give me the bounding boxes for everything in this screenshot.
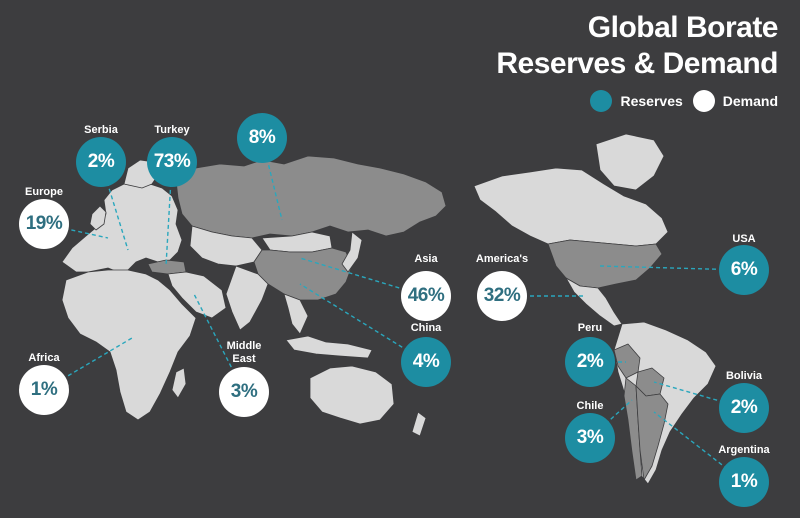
marker-label-serbia: Serbia <box>84 124 118 136</box>
marker-label-usa: USA <box>732 233 756 245</box>
marker-value-russia: 8% <box>248 127 276 148</box>
marker-label-peru: Peru <box>577 322 603 334</box>
land-australia <box>309 365 395 425</box>
land-madagascar <box>171 367 187 399</box>
marker-value-usa: 6% <box>730 259 758 280</box>
land-africa <box>61 269 197 421</box>
marker-value-serbia: 2% <box>87 151 115 172</box>
legend-swatch-reserves <box>590 90 613 112</box>
marker-label-africa: Africa <box>28 352 60 364</box>
land-masses <box>61 133 717 485</box>
land-japan <box>341 231 363 273</box>
marker-label-china: China <box>410 322 442 334</box>
legend: Reserves Demand <box>590 90 778 112</box>
land-russia <box>175 155 447 239</box>
land-india <box>225 265 269 331</box>
legend-label-reserves: Reserves <box>620 93 683 109</box>
page-title: Global Borate Reserves & Demand <box>496 10 778 82</box>
marker-russia: 8% <box>237 113 287 163</box>
land-usa <box>547 239 663 289</box>
land-middle-east <box>167 271 227 319</box>
marker-argentina: 1% <box>719 457 769 507</box>
land-europe <box>61 183 183 273</box>
marker-americas: 32% <box>477 271 527 321</box>
marker-label-turkey: Turkey <box>154 124 190 136</box>
marker-serbia: 2% <box>76 137 126 187</box>
land-china <box>253 247 353 301</box>
land-greenland <box>595 133 665 191</box>
title-line-1: Global Borate <box>587 11 779 44</box>
leader-line-middle-east <box>193 293 245 393</box>
marker-usa: 6% <box>719 245 769 295</box>
marker-value-americas: 32% <box>483 285 521 306</box>
marker-africa: 1% <box>19 365 69 415</box>
marker-value-africa: 1% <box>30 379 58 400</box>
marker-chile: 3% <box>565 413 615 463</box>
marker-label-chile: Chile <box>576 400 604 412</box>
marker-value-turkey: 73% <box>153 151 191 172</box>
legend-item-demand: Demand <box>692 90 778 112</box>
land-uk <box>89 205 107 231</box>
land-new-zealand <box>411 411 427 437</box>
title-line-2: Reserves & Demand <box>496 47 778 80</box>
legend-label-demand: Demand <box>722 93 778 109</box>
marker-value-peru: 2% <box>576 351 604 372</box>
marker-value-bolivia: 2% <box>730 397 758 418</box>
marker-europe: 19% <box>19 199 69 249</box>
marker-label-americas: America's <box>475 253 529 265</box>
marker-label-europe: Europe <box>25 186 63 198</box>
marker-label-bolivia: Bolivia <box>725 370 763 382</box>
marker-china: 4% <box>401 337 451 387</box>
marker-value-middle-east: 3% <box>230 381 258 402</box>
land-indonesia <box>285 335 373 359</box>
land-turkey <box>147 259 187 275</box>
marker-label-argentina: Argentina <box>718 444 770 456</box>
legend-item-reserves: Reserves <box>590 90 683 112</box>
marker-value-asia: 46% <box>407 285 445 306</box>
marker-asia: 46% <box>401 271 451 321</box>
land-argentina <box>635 385 669 481</box>
marker-value-chile: 3% <box>576 427 604 448</box>
marker-value-argentina: 1% <box>730 471 758 492</box>
legend-swatch-demand <box>692 90 715 112</box>
marker-value-china: 4% <box>412 351 440 372</box>
leader-line-argentina <box>653 411 745 483</box>
marker-label-middle-east: Middle East <box>226 340 262 365</box>
land-se-asia <box>283 293 309 335</box>
marker-peru: 2% <box>565 337 615 387</box>
marker-label-asia: Asia <box>414 253 438 265</box>
marker-bolivia: 2% <box>719 383 769 433</box>
marker-turkey: 73% <box>147 137 197 187</box>
land-mongolia <box>261 231 333 253</box>
marker-middle-east: 3% <box>219 367 269 417</box>
marker-value-europe: 19% <box>25 213 63 234</box>
